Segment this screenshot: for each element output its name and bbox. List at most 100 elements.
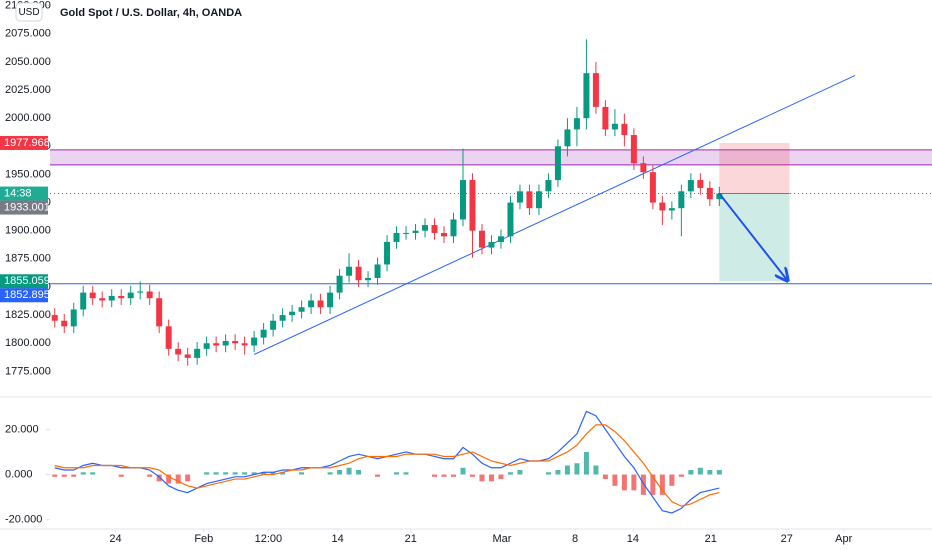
candle-body <box>165 326 172 349</box>
macd-histogram-bar <box>327 472 333 475</box>
candle-body <box>213 343 220 346</box>
macd-histogram-bar <box>90 472 96 475</box>
macd-histogram-bar <box>403 472 409 475</box>
macd-histogram-bar <box>441 474 447 477</box>
x-tick-label: 8 <box>572 533 578 545</box>
candle-body <box>564 129 571 147</box>
candle-body <box>194 348 201 358</box>
y-tick-label: 1775.000 <box>5 365 51 377</box>
macd-histogram-bar <box>612 474 618 486</box>
candle-body <box>365 277 372 281</box>
countdown-label: 14:38 <box>4 187 32 199</box>
candle-body <box>422 225 429 231</box>
candle-body <box>621 123 628 136</box>
price-label-bg <box>0 274 48 289</box>
candle-body <box>403 232 410 234</box>
price-label-bg <box>0 135 48 150</box>
y-tick-label: 1800.000 <box>5 337 51 349</box>
candle-body <box>99 298 106 301</box>
candle-body <box>659 202 666 211</box>
candle-body <box>308 300 315 308</box>
candle-body <box>431 225 438 233</box>
candle-body <box>516 191 523 203</box>
candle-body <box>89 292 96 299</box>
candle-body <box>317 300 324 308</box>
macd-histogram-bar <box>469 474 475 477</box>
y-tick-label: 2025.000 <box>5 84 51 96</box>
macd-histogram-bar <box>650 474 656 495</box>
candle-body <box>270 320 277 330</box>
macd-histogram-bar <box>669 474 675 486</box>
x-tick-label: 14 <box>332 533 344 545</box>
y-tick-label: 2000.000 <box>5 112 51 124</box>
macd-histogram-bar <box>621 474 627 491</box>
macd-histogram-bar <box>545 472 551 475</box>
macd-histogram-bar <box>356 470 362 475</box>
candle-body <box>289 311 296 316</box>
candle-body <box>535 191 542 209</box>
macd-histogram-bar <box>185 474 191 482</box>
macd-histogram-bar <box>175 474 181 484</box>
x-tick-label: 14 <box>627 533 639 545</box>
macd-histogram-bar <box>213 472 219 475</box>
macd-histogram-bar <box>574 463 580 475</box>
candle-body <box>346 266 353 276</box>
y-tick-label: 1875.000 <box>5 253 51 265</box>
x-tick-label: Apr <box>835 533 852 545</box>
macd-histogram-bar <box>261 472 267 475</box>
macd-histogram-bar <box>52 474 58 477</box>
candle-body <box>668 208 675 211</box>
macd-histogram-bar <box>460 467 466 475</box>
macd-histogram-bar <box>707 470 713 475</box>
candle-body <box>545 180 552 192</box>
macd-histogram-bar <box>583 451 589 475</box>
macd-histogram-bar <box>631 474 637 491</box>
macd-histogram-bar <box>716 470 722 475</box>
candle-body <box>478 230 485 248</box>
y-tick-label: 1900.000 <box>5 225 51 237</box>
macd-histogram-bar <box>517 470 523 475</box>
candle-body <box>203 343 210 349</box>
macd-histogram-bar <box>80 472 86 475</box>
y-tick-label: 2050.000 <box>5 56 51 68</box>
macd-histogram-bar <box>450 474 456 477</box>
candle-body <box>602 106 609 130</box>
macd-histogram-bar <box>223 472 229 475</box>
candle-body <box>251 337 258 346</box>
x-tick-label: Feb <box>194 533 213 545</box>
candle-body <box>611 123 618 130</box>
candle-body <box>526 191 533 209</box>
candle-body <box>137 291 144 293</box>
candle-body <box>412 230 419 233</box>
macd-histogram-bar <box>251 472 257 475</box>
candle-body <box>118 295 125 299</box>
candle-body <box>697 180 704 188</box>
candle-body <box>554 146 561 181</box>
macd-histogram-bar <box>280 472 286 475</box>
chart-title: Gold Spot / U.S. Dollar, 4h, OANDA <box>60 7 242 19</box>
candle-body <box>583 73 590 119</box>
macd-histogram-bar <box>232 472 238 475</box>
signal-line <box>54 424 720 507</box>
last-price-label: 1933.001 <box>4 201 50 213</box>
y-tick-label: 1950.000 <box>5 168 51 180</box>
candle-body <box>222 340 229 346</box>
candle-body <box>640 163 647 173</box>
macd-histogram-bar <box>61 474 67 477</box>
macd-histogram-bar <box>555 470 561 475</box>
candle-body <box>241 343 248 346</box>
candle-body <box>441 232 448 237</box>
candle-body <box>156 298 163 327</box>
y-tick-label: 0.000 <box>5 468 33 480</box>
y-tick-label: -20.000 <box>5 514 42 526</box>
macd-histogram-bar <box>394 472 400 475</box>
macd-histogram-bar <box>270 472 276 475</box>
macd-histogram-bar <box>697 467 703 475</box>
candle-body <box>279 315 286 321</box>
macd-histogram-bar <box>346 467 352 475</box>
candle-body <box>497 236 504 242</box>
macd-histogram-bar <box>432 474 438 477</box>
macd-histogram-bar <box>688 470 694 475</box>
macd-histogram-bar <box>659 474 665 495</box>
candle-body <box>507 202 514 237</box>
